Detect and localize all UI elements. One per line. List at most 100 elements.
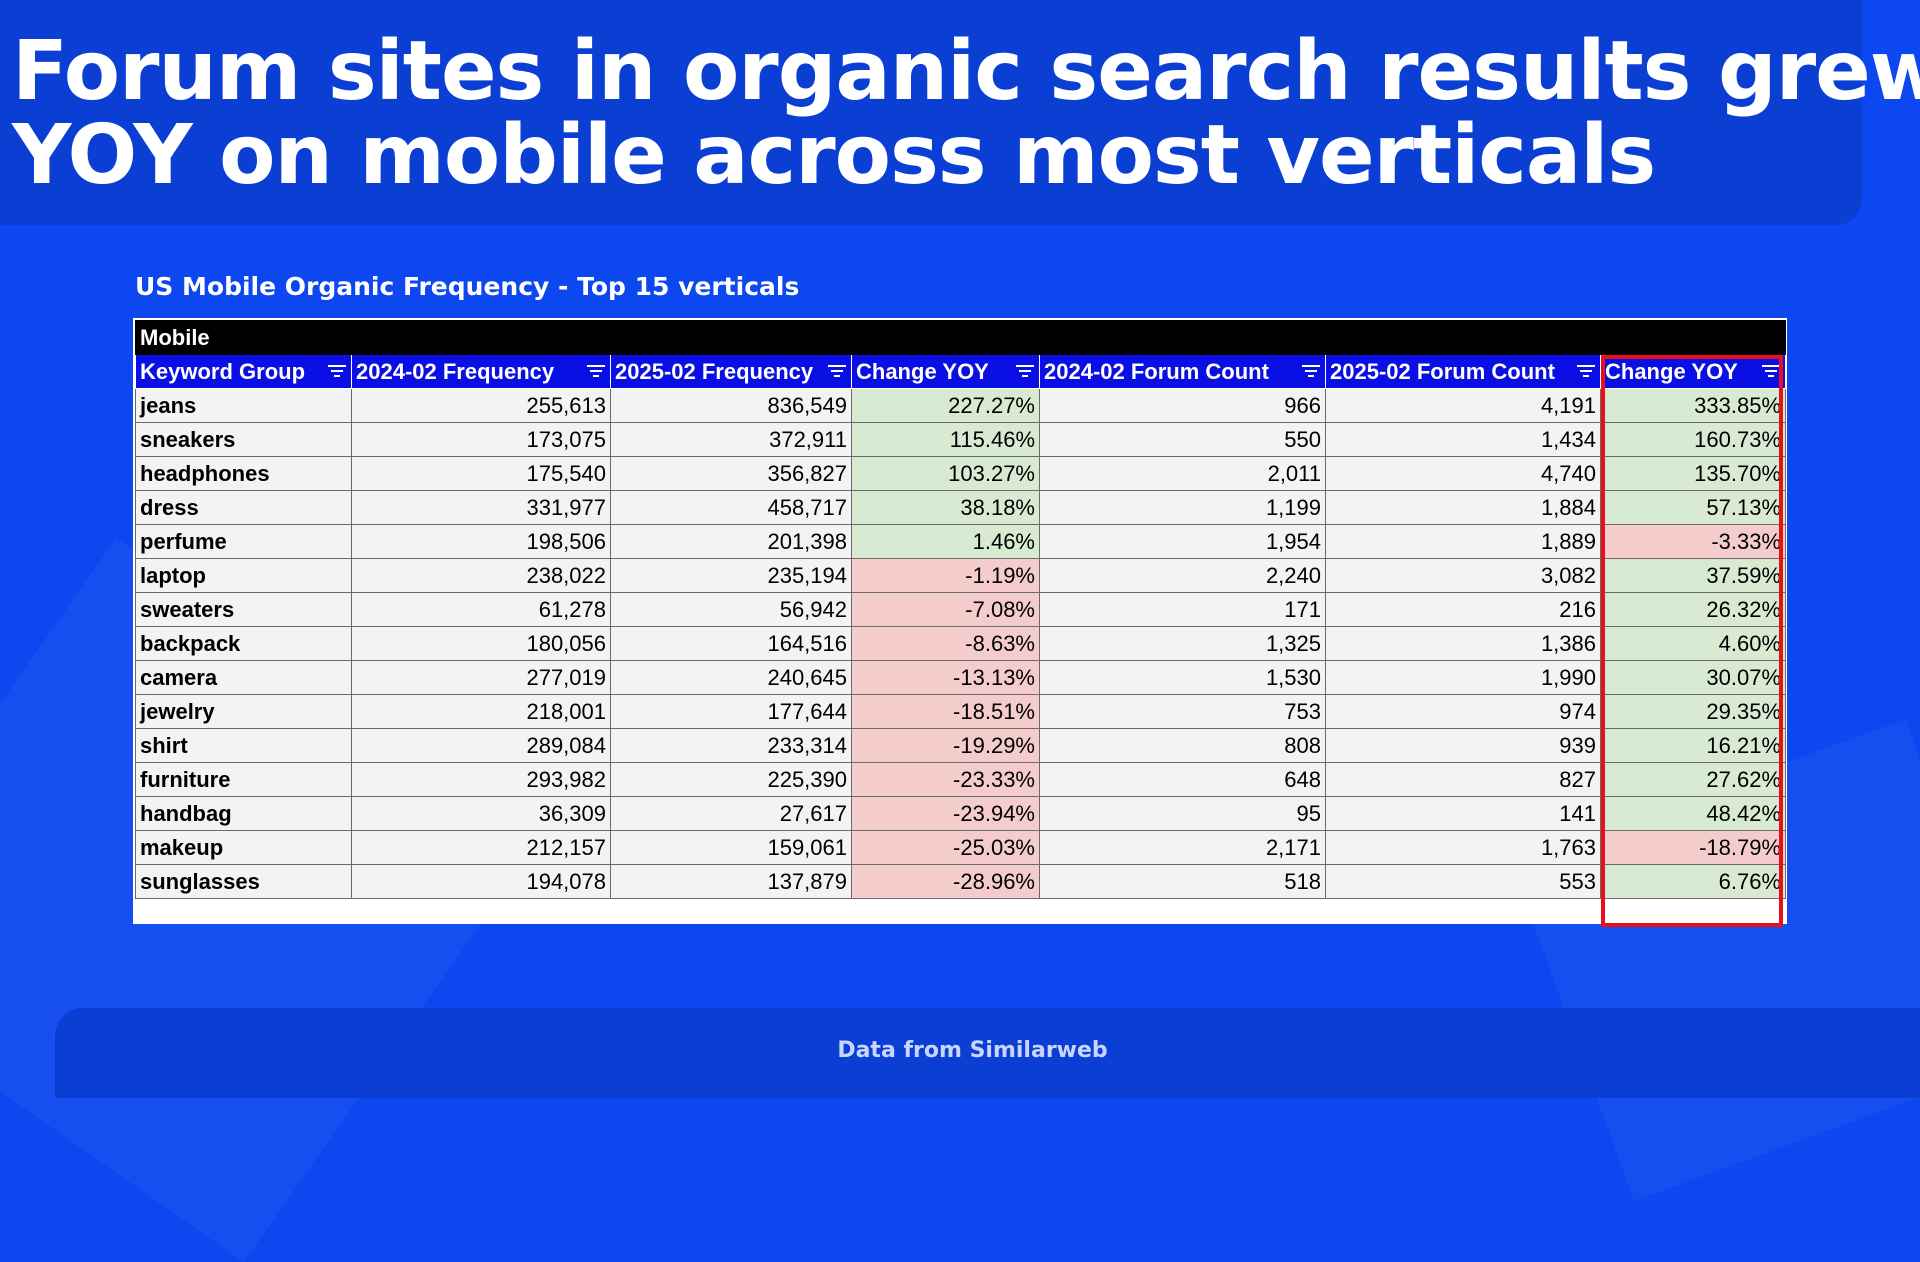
table-row: perfume 198,506 201,398 1.46% 1,954 1,889 -3.3… [135, 524, 1787, 559]
group-label: Mobile [134, 320, 1787, 355]
table-cell: 277,019 [351, 660, 611, 695]
table-cell: 30.07% [1599, 660, 1787, 695]
table-cell: 836,549 [610, 388, 852, 423]
table-row: backpack 180,056 164,516 -8.63% 1,325 1,386 4.… [135, 626, 1787, 661]
table-cell: 1,763 [1325, 830, 1601, 865]
table-cell: -25.03% [851, 830, 1040, 865]
table-cell: 26.32% [1599, 592, 1787, 627]
table-cell: 4,740 [1325, 456, 1601, 491]
keyword-cell: perfume [135, 524, 352, 559]
filter-icon[interactable] [1577, 365, 1595, 378]
keyword-cell: sunglasses [135, 864, 352, 899]
column-header-5[interactable]: 2025-02 Forum Count [1325, 354, 1601, 389]
table-cell: 1,990 [1325, 660, 1601, 695]
table-cell: 458,717 [610, 490, 852, 525]
table-cell: 137,879 [610, 864, 852, 899]
table-cell: 1,434 [1325, 422, 1601, 457]
table-cell: 201,398 [610, 524, 852, 559]
keyword-cell: shirt [135, 728, 352, 763]
table-cell: 1,884 [1325, 490, 1601, 525]
column-header-6[interactable]: Change YOY [1599, 354, 1787, 389]
table-cell: 1,889 [1325, 524, 1601, 559]
table-row: furniture 293,982 225,390 -23.33% 648 827 27.6… [135, 762, 1787, 797]
table-row: shirt 289,084 233,314 -19.29% 808 939 16.21% [135, 728, 1787, 763]
table-cell: 233,314 [610, 728, 852, 763]
group-header-row: Mobile [134, 320, 1787, 355]
keyword-cell: handbag [135, 796, 352, 831]
table-cell: 27,617 [610, 796, 852, 831]
slide-title-line-1: Forum sites in organic search results gr… [12, 24, 1920, 119]
table-cell: 255,613 [351, 388, 611, 423]
table-cell: 293,982 [351, 762, 611, 797]
table-cell: 38.18% [851, 490, 1040, 525]
table-cell: 240,645 [610, 660, 852, 695]
table-cell: 61,278 [351, 592, 611, 627]
table-cell: 808 [1039, 728, 1326, 763]
table-cell: 518 [1039, 864, 1326, 899]
table-cell: 553 [1325, 864, 1601, 899]
table-cell: -23.94% [851, 796, 1040, 831]
filter-icon[interactable] [1016, 365, 1034, 378]
keyword-cell: sneakers [135, 422, 352, 457]
table-cell: 194,078 [351, 864, 611, 899]
table-cell: 95 [1039, 796, 1326, 831]
table-cell: 198,506 [351, 524, 611, 559]
filter-icon[interactable] [587, 365, 605, 378]
table-cell: 171 [1039, 592, 1326, 627]
table-cell: 177,644 [610, 694, 852, 729]
table-cell: 333.85% [1599, 388, 1787, 423]
table-cell: 974 [1325, 694, 1601, 729]
column-header-1[interactable]: 2024-02 Frequency [351, 354, 611, 389]
column-header-4[interactable]: 2024-02 Forum Count [1039, 354, 1326, 389]
table-cell: -18.79% [1599, 830, 1787, 865]
table-cell: 175,540 [351, 456, 611, 491]
filter-icon[interactable] [1762, 365, 1781, 378]
footer-panel: Data from Similarweb [55, 1008, 1920, 1098]
table-cell: -19.29% [851, 728, 1040, 763]
keyword-cell: jewelry [135, 694, 352, 729]
table-cell: 164,516 [610, 626, 852, 661]
table-cell: -8.63% [851, 626, 1040, 661]
keyword-cell: camera [135, 660, 352, 695]
column-header-label: Change YOY [856, 358, 989, 384]
table-cell: -23.33% [851, 762, 1040, 797]
table-row: camera 277,019 240,645 -13.13% 1,530 1,990 30.… [135, 660, 1787, 695]
column-header-0[interactable]: Keyword Group [135, 354, 352, 389]
table-cell: 225,390 [610, 762, 852, 797]
table-caption: US Mobile Organic Frequency - Top 15 ver… [135, 272, 800, 301]
table-cell: -28.96% [851, 864, 1040, 899]
column-header-2[interactable]: 2025-02 Frequency [610, 354, 852, 389]
column-header-label: 2024-02 Forum Count [1044, 358, 1269, 384]
table-cell: 235,194 [610, 558, 852, 593]
table-cell: 648 [1039, 762, 1326, 797]
table-cell: 36,309 [351, 796, 611, 831]
table-cell: 2,171 [1039, 830, 1326, 865]
keyword-cell: jeans [135, 388, 352, 423]
keyword-cell: sweaters [135, 592, 352, 627]
table-cell: 57.13% [1599, 490, 1787, 525]
source-note: Data from Similarweb [837, 1038, 1108, 1063]
filter-icon[interactable] [828, 365, 846, 378]
column-header-label: 2024-02 Frequency [356, 358, 555, 384]
filter-icon[interactable] [1302, 365, 1320, 378]
table-cell: 159,061 [610, 830, 852, 865]
table-cell: 227.27% [851, 388, 1040, 423]
table-cell: 1,530 [1039, 660, 1326, 695]
table-cell: 160.73% [1599, 422, 1787, 457]
table-cell: 212,157 [351, 830, 611, 865]
table-row: sweaters 61,278 56,942 -7.08% 171 216 26.32% [135, 592, 1787, 627]
data-table: Mobile Keyword Group 2024-02 Frequency 202… [134, 320, 1787, 899]
table-row: headphones 175,540 356,827 103.27% 2,011 4,74… [135, 456, 1787, 491]
table-cell: 1.46% [851, 524, 1040, 559]
table-cell: 115.46% [851, 422, 1040, 457]
table-cell: 4,191 [1325, 388, 1601, 423]
table-cell: 135.70% [1599, 456, 1787, 491]
table-cell: 6.76% [1599, 864, 1787, 899]
filter-icon[interactable] [328, 365, 346, 378]
keyword-cell: laptop [135, 558, 352, 593]
table-cell: 753 [1039, 694, 1326, 729]
keyword-cell: backpack [135, 626, 352, 661]
column-header-3[interactable]: Change YOY [851, 354, 1040, 389]
table-cell: 1,325 [1039, 626, 1326, 661]
title-panel: Forum sites in organic search results gr… [0, 0, 1920, 225]
